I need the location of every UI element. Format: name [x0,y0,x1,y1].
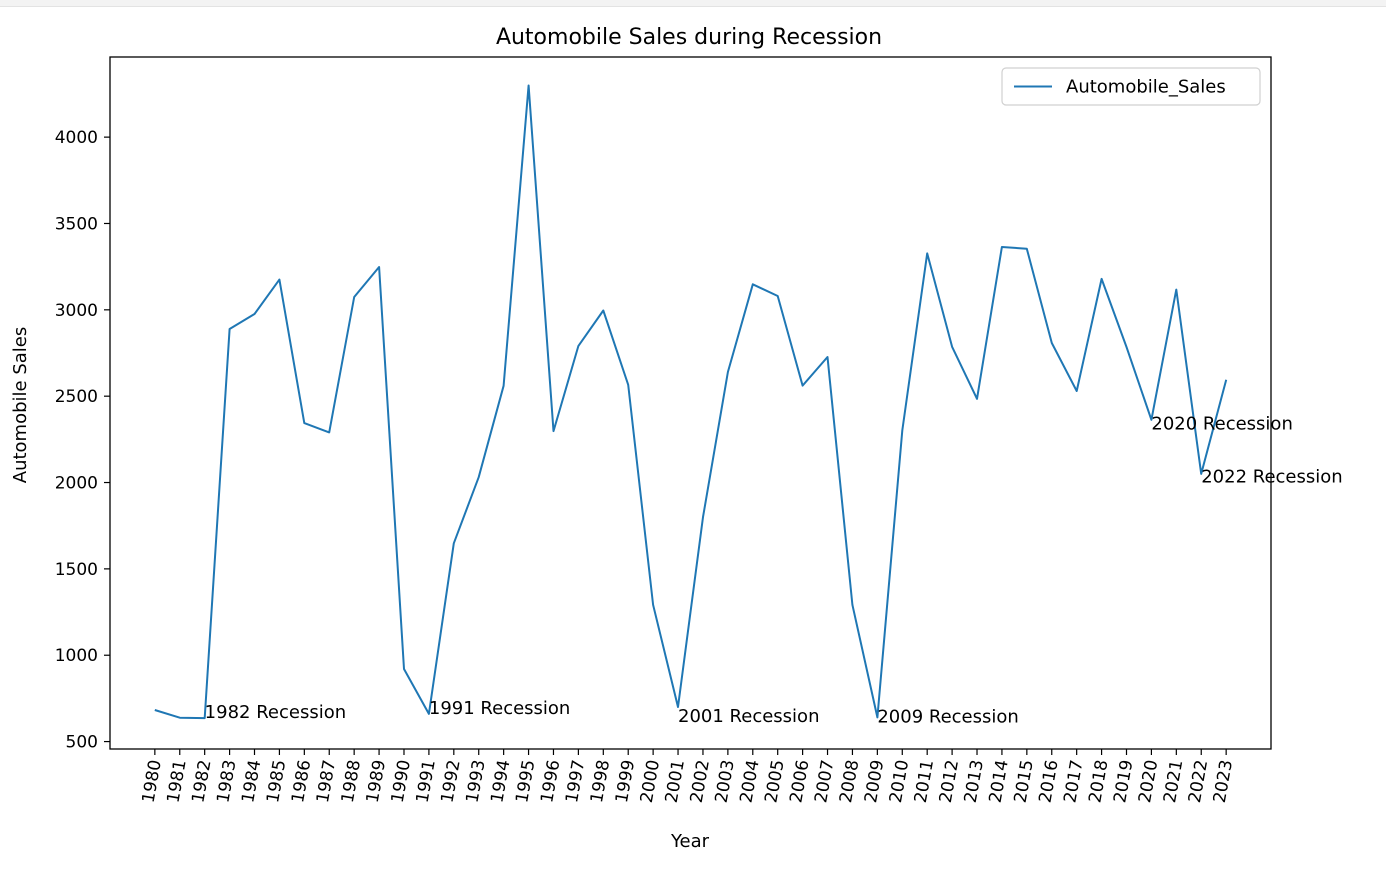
y-tick-label: 1000 [55,646,98,666]
y-tick-label: 500 [66,733,98,753]
chart-title: Automobile Sales during Recession [496,25,882,50]
x-tick-label: 2000 [637,758,664,804]
series-line [154,84,1228,720]
x-tick-label: 1995 [512,758,539,804]
x-tick-label: 1990 [388,758,415,804]
x-tick-label: 1994 [487,758,514,804]
x-tick-label: 1999 [612,758,639,804]
y-tick-label: 3000 [55,301,98,321]
x-tick-label: 1988 [338,758,365,804]
legend-label: Automobile_Sales [1066,77,1226,98]
y-tick-label: 1500 [55,560,98,580]
x-tick-label: 1993 [462,758,489,804]
recession-annotation: 2022 Recession [1201,467,1342,488]
x-tick-label: 1991 [413,758,440,804]
x-tick-label: 2003 [712,758,739,804]
y-tick-label: 3500 [55,214,98,234]
x-tick-label: 1986 [288,758,315,804]
legend-box [1001,67,1261,106]
x-tick-label: 2021 [1160,758,1187,804]
axes-frame [109,56,1272,750]
x-tick-label: 2008 [836,758,863,804]
x-tick-label: 1989 [363,758,390,804]
recession-annotation: 2001 Recession [678,706,819,727]
x-tick-label: 1996 [537,758,564,804]
x-tick-label: 1983 [213,758,240,804]
recession-annotation: 1982 Recession [205,702,346,723]
recession-annotation: 1991 Recession [429,698,570,719]
x-tick-label: 2023 [1210,758,1237,804]
x-tick-label: 1992 [438,758,465,804]
x-tick-label: 2019 [1110,758,1137,804]
x-tick-label: 2014 [986,758,1013,804]
y-tick-label: 4000 [55,128,98,148]
x-tick-label: 2007 [811,758,838,804]
x-tick-label: 1984 [238,758,265,804]
x-tick-label: 2016 [1035,758,1062,804]
cell-top-border [0,0,1386,7]
x-tick-label: 2018 [1085,758,1112,804]
x-tick-label: 2004 [737,758,764,804]
x-tick-label: 2013 [961,758,988,804]
y-axis-label: Automobile Sales [10,327,31,483]
recession-annotation: 2020 Recession [1151,413,1292,434]
x-tick-label: 1980 [139,758,166,804]
x-axis-label: Year [670,831,710,852]
x-tick-label: 2012 [936,758,963,804]
x-tick-label: 1998 [587,758,614,804]
x-tick-label: 1997 [562,758,589,804]
x-tick-label: 2009 [861,758,888,804]
x-tick-label: 2006 [786,758,813,804]
y-tick-label: 2000 [55,474,98,494]
recession-annotation: 2009 Recession [877,707,1018,728]
x-tick-label: 1987 [313,758,340,804]
y-tick-label: 2500 [55,387,98,407]
x-tick-label: 2002 [687,758,714,804]
plot-area: 5001000150020002500300035004000198019811… [55,56,1343,804]
x-tick-label: 2010 [886,758,913,804]
x-tick-label: 2001 [662,758,689,804]
x-tick-label: 2020 [1135,758,1162,804]
x-tick-label: 1982 [188,758,215,804]
x-tick-label: 1981 [163,758,190,804]
x-tick-label: 2011 [911,758,938,804]
x-tick-label: 2017 [1060,758,1087,804]
x-tick-label: 1985 [263,758,290,804]
x-tick-label: 2015 [1011,758,1038,804]
x-tick-label: 2022 [1185,758,1212,804]
x-tick-label: 2005 [761,758,788,804]
